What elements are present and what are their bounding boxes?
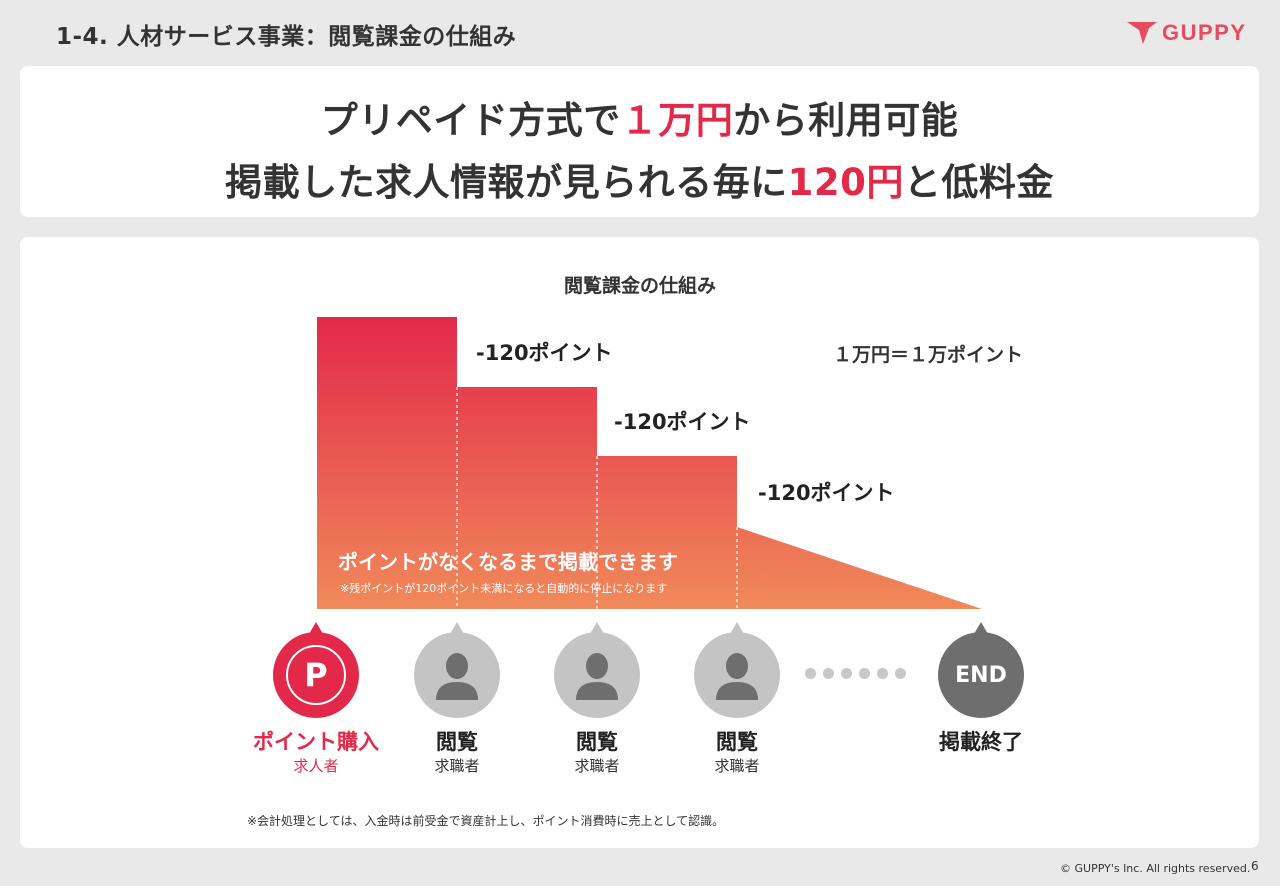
logo-text: GUPPY [1162,20,1247,45]
node-1-sub: 求人者 [293,757,339,775]
end-icon: END [938,632,1024,718]
pointer-node-5 [974,622,988,634]
pointer-node-1 [309,622,323,634]
person-icon [694,632,780,718]
footnote: ※会計処理としては、入金時は前受金で資産計上し、ポイント消費時に売上として認識。 [247,814,725,828]
node-5-label: 掲載終了 [939,730,1023,754]
pointer-node-2 [450,622,464,634]
p-coin-icon: P [273,632,359,718]
guppy-logo: GUPPY [1126,20,1247,46]
pointer-node-3 [590,622,604,634]
ellipsis-dot [877,668,888,679]
diagram-title: 閲覧課金の仕組み [563,275,716,297]
headline-line-2: 掲載した求人情報が見られる毎に120円と低料金 [20,152,1259,206]
chart-note: ※残ポイントが120ポイント未満になると自動的に停止になります [340,582,668,595]
headline-2-highlight: 120円 [787,161,904,204]
page-number: 6 [1251,859,1259,873]
person-icon [554,632,640,718]
headline-line-1: プリペイド方式で１万円から利用可能 [20,90,1259,144]
ellipsis-dot [823,668,834,679]
conversion-rate: １万円＝１万ポイント [833,344,1024,366]
guppy-logo-icon [1127,22,1157,44]
headline-1-highlight: １万円 [620,99,734,142]
node-2-sub: 求職者 [434,757,480,775]
ellipsis-dot [895,668,906,679]
node-4-label: 閲覧 [716,730,758,754]
page-title: 1-4. 人材サービス事業：閲覧課金の仕組み [56,24,517,50]
balance-area [317,317,982,609]
node-3-sub: 求職者 [574,757,620,775]
ellipsis-dot [859,668,870,679]
node-3-label: 閲覧 [576,730,618,754]
headline-2-post: と低料金 [903,161,1054,204]
headline-1-post: から利用可能 [733,99,959,142]
headline-2-pre: 掲載した求人情報が見られる毎に [225,161,788,204]
p-badge: P [286,645,346,705]
deduction-label-1: -120ポイント [476,341,613,365]
person-icon [414,632,500,718]
deduction-label-3: -120ポイント [758,481,895,505]
pointer-node-4 [730,622,744,634]
copyright: © GUPPY's Inc. All rights reserved. [1060,862,1251,875]
end-badge: END [955,662,1007,688]
chart-message: ポイントがなくなるまで掲載できます [338,550,678,574]
node-2-label: 閲覧 [436,730,478,754]
node-4-sub: 求職者 [714,757,760,775]
ellipsis-dot [805,668,816,679]
headline-1-pre: プリペイド方式で [320,99,621,142]
headline-card: プリペイド方式で１万円から利用可能 掲載した求人情報が見られる毎に120円と低料… [20,66,1259,217]
deduction-label-2: -120ポイント [614,410,751,434]
node-1-label: ポイント購入 [253,730,379,754]
ellipsis-dot [841,668,852,679]
